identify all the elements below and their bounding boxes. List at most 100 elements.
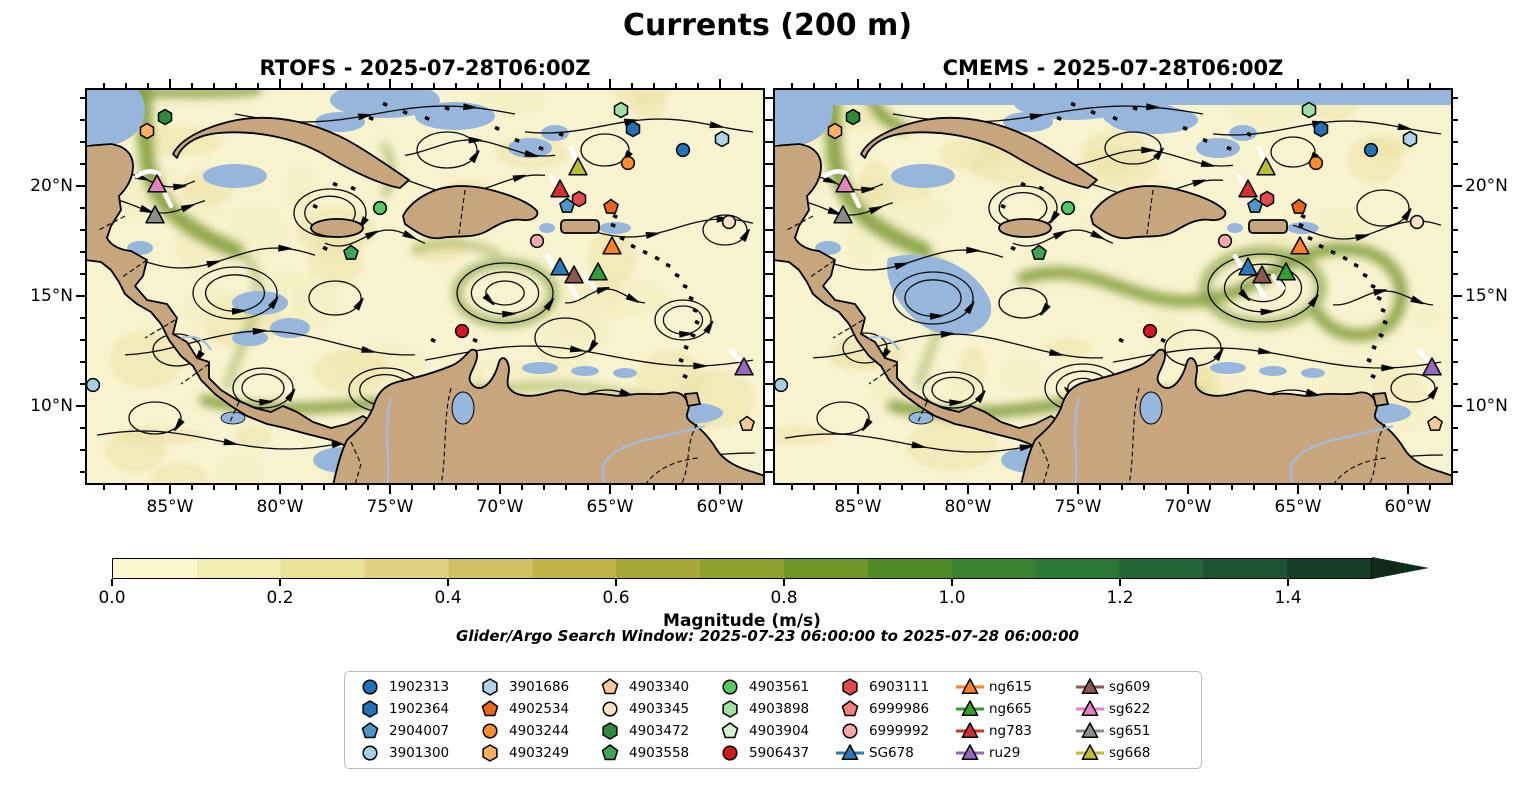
x-tick-label: 80°W — [256, 497, 304, 517]
legend-label: 1902364 — [389, 701, 450, 717]
marker-2904007 — [1247, 197, 1263, 213]
colorbar-tick-label: 0.2 — [266, 588, 294, 608]
marker-ng783 — [550, 179, 570, 198]
marker-4903345 — [1409, 214, 1425, 230]
marker-sg609 — [564, 265, 584, 284]
marker-sg622 — [835, 174, 855, 193]
legend-label: ng615 — [989, 679, 1032, 695]
legend-item-6999992: 6999992 — [835, 720, 955, 742]
x-tick-label: 75°W — [366, 497, 414, 517]
marker-4903340 — [739, 415, 755, 431]
legend-item-1902364: 1902364 — [355, 698, 475, 720]
legend-label: 4903558 — [629, 745, 690, 761]
legend-item-4903561: 4903561 — [715, 676, 835, 698]
legend-item-1902313: 1902313 — [355, 676, 475, 698]
marker-6999992 — [1217, 233, 1233, 249]
marker-4903244 — [620, 155, 636, 171]
colorbar-tick-label: 0.8 — [770, 588, 798, 608]
marker-4903249 — [827, 122, 843, 140]
marker-ng783 — [1238, 179, 1258, 198]
colorbar-extend-arrow — [1372, 557, 1429, 579]
legend-item-2904007: 2904007 — [355, 720, 475, 742]
legend-item-ng665: ng665 — [955, 698, 1075, 720]
y-tick-label: 20°N — [1465, 176, 1508, 196]
colorbar-tick-label: 0.4 — [434, 588, 462, 608]
legend-item-3901300: 3901300 — [355, 742, 475, 764]
marker-1902313 — [675, 142, 691, 158]
rtofs-title: RTOFS - 2025-07-28T06:00Z — [259, 56, 591, 80]
legend-item-4903472: 4903472 — [595, 720, 715, 742]
marker-SG678 — [1238, 257, 1258, 276]
legend-item-sg651: sg651 — [1075, 720, 1195, 742]
legend-label: ru29 — [989, 745, 1021, 761]
marker-2904007 — [559, 197, 575, 213]
legend-label: 5906437 — [749, 745, 810, 761]
marker-ng665 — [588, 262, 608, 281]
legend-label: 4903340 — [629, 679, 690, 695]
legend-label: 6903111 — [869, 679, 930, 695]
legend-item-4903904: 4903904 — [715, 720, 835, 742]
marker-4902534 — [603, 198, 619, 214]
search-window-annotation: Glider/Argo Search Window: 2025-07-23 06… — [456, 627, 1079, 645]
marker-5906437 — [454, 323, 470, 339]
colorbar-tick-label: 0.0 — [98, 588, 126, 608]
marker-4903345 — [721, 214, 737, 230]
marker-ng615 — [1290, 236, 1310, 255]
legend-label: 4902534 — [509, 701, 570, 717]
marker-6903111 — [1259, 190, 1275, 208]
marker-4903558 — [343, 244, 359, 260]
x-tick-label: 75°W — [1054, 497, 1102, 517]
x-tick-label: 80°W — [944, 497, 992, 517]
colorbar-tick-label: 1.4 — [1274, 588, 1302, 608]
legend-item-ru29: ru29 — [955, 742, 1075, 764]
legend-label: 6999992 — [869, 723, 930, 739]
legend-item-3901686: 3901686 — [475, 676, 595, 698]
marker-4903340 — [1427, 415, 1443, 431]
legend-item-5906437: 5906437 — [715, 742, 835, 764]
legend-label: ng783 — [989, 723, 1032, 739]
marker-4903244 — [1308, 155, 1324, 171]
colorbar-tick-label: 1.2 — [1106, 588, 1134, 608]
marker-4903472 — [157, 108, 173, 126]
y-tick-label: 15°N — [1465, 286, 1508, 306]
marker-3901300 — [773, 377, 789, 393]
legend-label: 4903472 — [629, 723, 690, 739]
marker-3901686 — [1402, 130, 1418, 148]
colorbar — [112, 558, 1372, 579]
legend-label: 4903904 — [749, 723, 810, 739]
y-tick-label: 10°N — [30, 396, 73, 416]
y-tick-label: 20°N — [30, 176, 73, 196]
y-tick-label: 10°N — [1465, 396, 1508, 416]
legend-item-6903111: 6903111 — [835, 676, 955, 698]
cmems-map — [749, 72, 1454, 509]
legend-label: SG678 — [869, 745, 914, 761]
legend-label: sg668 — [1109, 745, 1151, 761]
legend-item-4903249: 4903249 — [475, 742, 595, 764]
x-tick-label: 60°W — [696, 497, 744, 517]
legend-label: 4903898 — [749, 701, 810, 717]
colorbar-label: Magnitude (m/s) — [663, 611, 821, 631]
x-tick-label: 85°W — [146, 497, 194, 517]
legend-item-4903340: 4903340 — [595, 676, 715, 698]
cmems-title: CMEMS - 2025-07-28T06:00Z — [942, 56, 1284, 80]
legend-label: sg622 — [1109, 701, 1151, 717]
colorbar-tick-label: 1.0 — [938, 588, 966, 608]
marker-SG678 — [550, 257, 570, 276]
legend-label: 3901300 — [389, 745, 450, 761]
marker-4903898 — [1301, 101, 1317, 119]
legend-label: 2904007 — [389, 723, 450, 739]
legend-item-4903345: 4903345 — [595, 698, 715, 720]
legend-label: 4903345 — [629, 701, 690, 717]
legend-label: 4903561 — [749, 679, 810, 695]
legend-item-4903558: 4903558 — [595, 742, 715, 764]
marker-1902313 — [1363, 142, 1379, 158]
legend-item-6999986: 6999986 — [835, 698, 955, 720]
legend-item-SG678: SG678 — [835, 742, 955, 764]
x-tick-label: 85°W — [834, 497, 882, 517]
marker-4903561 — [372, 200, 388, 216]
legend-item-ng783: ng783 — [955, 720, 1075, 742]
y-tick-label: 15°N — [30, 286, 73, 306]
legend-label: 4903244 — [509, 723, 570, 739]
legend-label: 4903249 — [509, 745, 570, 761]
